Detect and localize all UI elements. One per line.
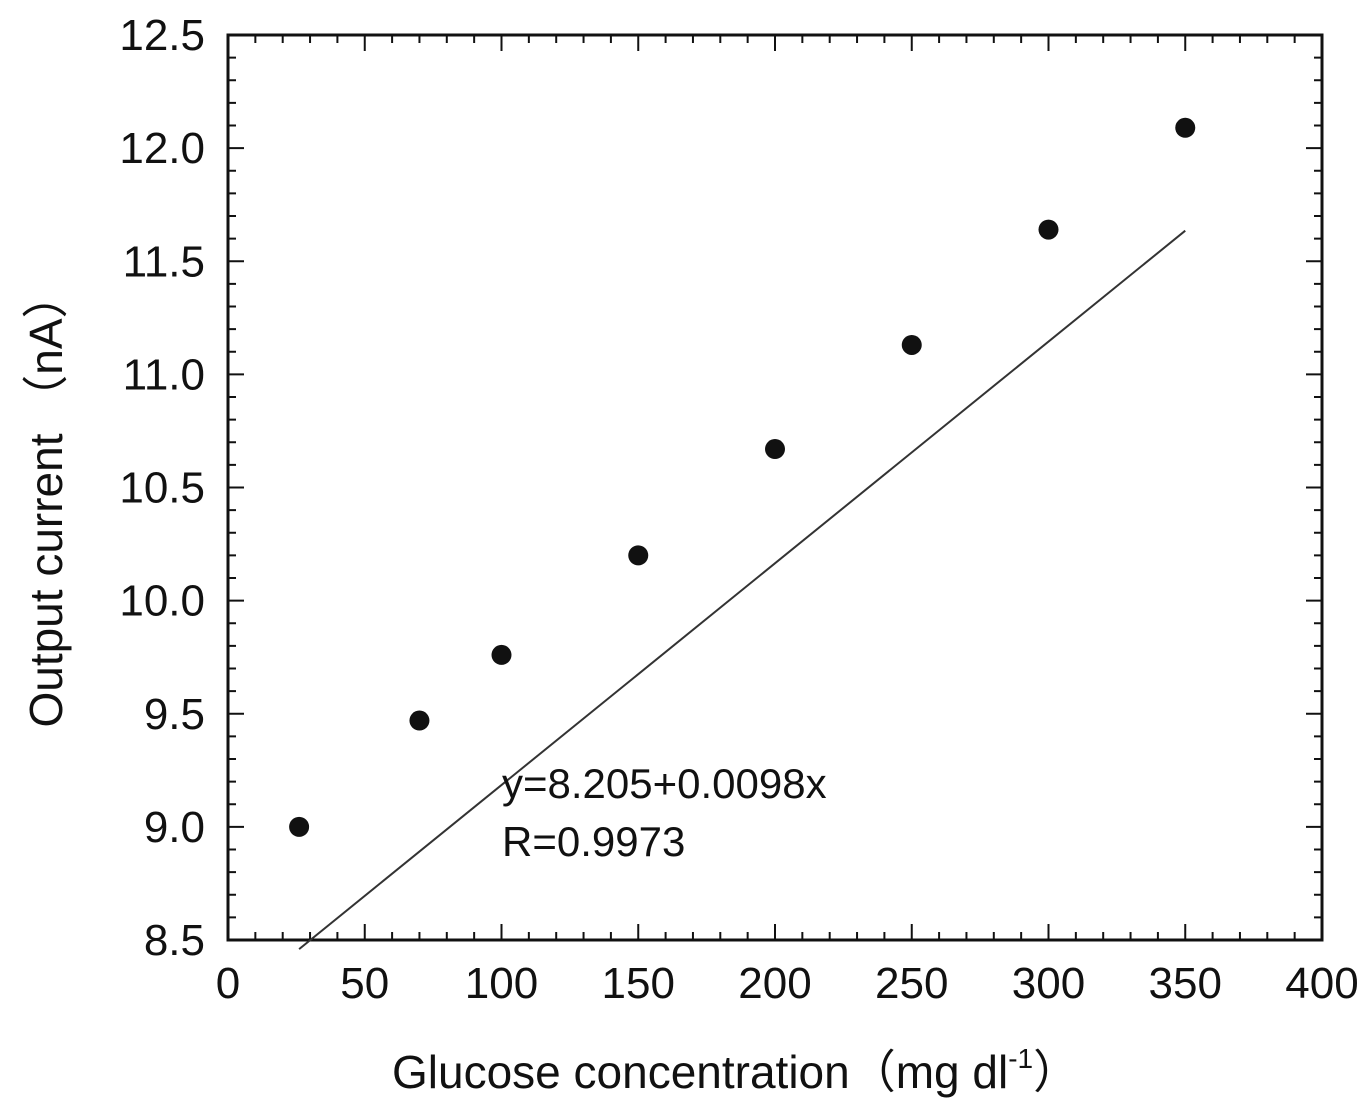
equation-annotation: y=8.205+0.0098x [502,760,827,807]
y-tick-label: 12.5 [119,11,205,60]
x-tick-label: 50 [340,959,389,1008]
data-point [289,816,310,837]
x-axis-title-sup: -1 [1008,1043,1033,1074]
x-tick-label: 300 [1012,959,1085,1008]
y-tick-labels: 8.5 9.0 9.5 10.0 10.5 11.0 11.5 12.0 12.5 [119,11,205,965]
data-point [765,439,785,460]
y-tick-label: 10.0 [119,577,205,626]
fit-line [298,229,1186,950]
y-tick-label: 10.5 [119,464,205,513]
x-axis-title-main: Glucose concentration（mg dl [392,1046,1008,1098]
x-tick-label: 200 [738,959,811,1008]
y-tick-label: 8.5 [144,916,205,965]
x-tick-label: 400 [1285,959,1358,1008]
x-tick-label: 250 [875,959,948,1008]
data-point [491,644,512,665]
data-point [409,710,430,731]
x-tick-label: 0 [216,959,240,1008]
data-points [289,117,1196,837]
data-point [901,334,922,355]
y-tick-label: 11.0 [123,350,205,399]
y-axis-title: Output current （nA） [20,272,72,727]
y-tick-label: 12.0 [119,124,205,173]
x-tick-labels: 0 50 100 150 200 250 300 350 400 [216,959,1359,1008]
data-point [628,545,649,566]
x-tick-label: 100 [465,959,538,1008]
y-tick-label: 9.5 [144,690,205,739]
data-point [1175,117,1196,138]
y-tick-label: 11.5 [123,237,205,286]
x-tick-label: 150 [602,959,675,1008]
y-tick-label: 9.0 [144,803,205,852]
x-axis-title-close: ） [1033,1046,1079,1098]
r-annotation: R=0.9973 [502,818,685,865]
data-point [1038,219,1059,240]
axis-ticks [227,34,1323,941]
x-axis-title: Glucose concentration（mg dl-1） [392,1043,1079,1098]
x-tick-label: 350 [1149,959,1222,1008]
